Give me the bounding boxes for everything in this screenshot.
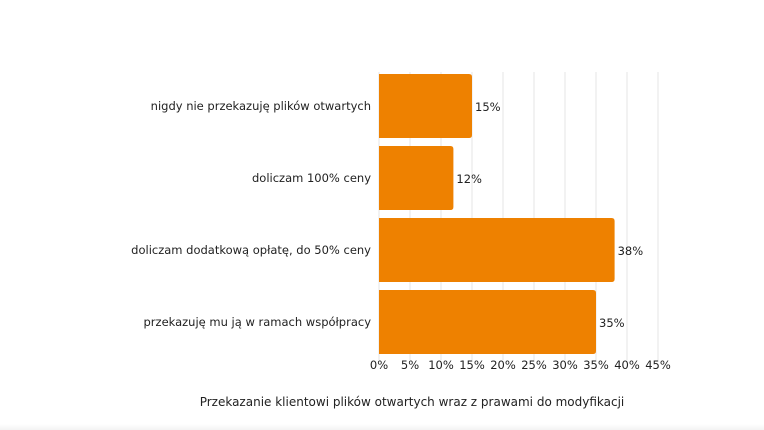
x-tick-label: 15%	[459, 358, 485, 372]
category-label: doliczam dodatkową opłatę, do 50% ceny	[131, 243, 371, 257]
x-tick-label: 40%	[614, 358, 640, 372]
bar-value-label: 35%	[599, 316, 625, 330]
x-tick-label: 5%	[401, 358, 419, 372]
bottom-shadow	[0, 424, 764, 430]
x-tick-label: 10%	[428, 358, 454, 372]
x-tick-label: 0%	[370, 358, 388, 372]
bar-value-label: 38%	[618, 244, 644, 258]
x-tick-label: 30%	[552, 358, 578, 372]
category-label: nigdy nie przekazuję plików otwartych	[151, 99, 371, 113]
bar	[379, 146, 454, 210]
bar-value-label: 12%	[456, 172, 482, 186]
bar	[379, 218, 615, 282]
x-axis-title: Przekazanie klientowi plików otwartych w…	[200, 395, 625, 409]
category-label: doliczam 100% ceny	[252, 171, 371, 185]
bar-value-label: 15%	[475, 100, 501, 114]
x-tick-label: 45%	[645, 358, 671, 372]
x-tick-label: 20%	[490, 358, 516, 372]
x-tick-label: 35%	[583, 358, 609, 372]
category-label: przekazuję mu ją w ramach współpracy	[144, 315, 372, 329]
x-tick-label: 25%	[521, 358, 547, 372]
bar	[379, 74, 472, 138]
bar	[379, 290, 596, 354]
